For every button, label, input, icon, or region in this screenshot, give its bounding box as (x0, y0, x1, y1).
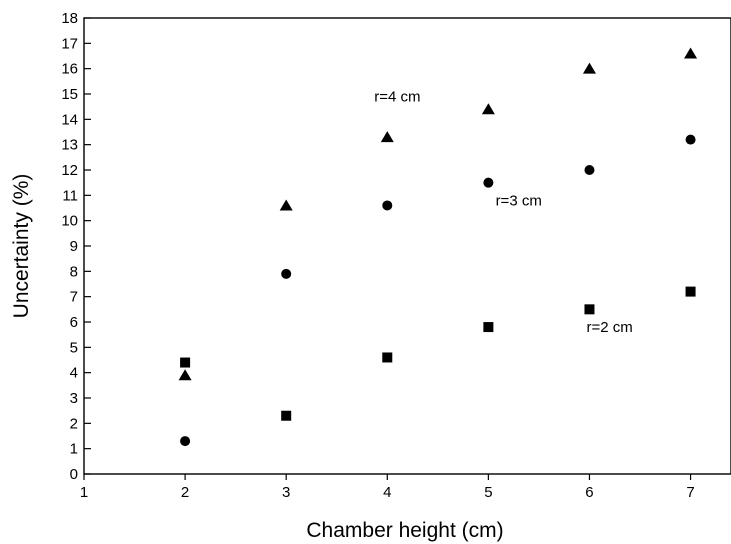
y-tick-label: 1 (70, 441, 78, 458)
y-tick-label: 0 (70, 466, 78, 483)
series-annotation: r=3 cm (496, 192, 542, 209)
y-tick-label: 12 (61, 162, 78, 179)
square-point (281, 410, 292, 421)
x-axis-title: Chamber height (cm) (306, 519, 503, 542)
y-tick-label: 18 (61, 10, 78, 27)
square-point (180, 357, 191, 368)
series-annotation: r=4 cm (374, 89, 420, 106)
x-tick-label: 3 (282, 484, 290, 501)
y-tick-label: 11 (62, 187, 78, 204)
triangle-point (684, 47, 698, 59)
series-annotation: r=2 cm (587, 319, 633, 336)
x-tick-label: 2 (181, 484, 189, 501)
y-tick-label: 7 (70, 289, 78, 306)
x-tick-label: 6 (585, 484, 593, 501)
x-tick-label: 7 (686, 484, 694, 501)
triangle-point (380, 131, 394, 143)
circle-point (483, 177, 494, 188)
y-tick-label: 14 (61, 111, 78, 128)
circle-point (382, 200, 393, 211)
y-tick-label: 17 (61, 35, 78, 52)
y-tick-label: 15 (61, 86, 78, 103)
square-point (685, 286, 696, 297)
y-tick-label: 5 (70, 339, 78, 356)
data-points (178, 47, 698, 447)
square-point (483, 322, 494, 333)
x-tick-label: 1 (80, 484, 88, 501)
square-point (382, 352, 393, 363)
plot-frame (83, 17, 731, 475)
circle-point (180, 436, 191, 447)
triangle-point (178, 369, 192, 381)
x-tick-label: 5 (484, 484, 492, 501)
y-tick-label: 3 (70, 390, 78, 407)
y-tick-label: 6 (70, 314, 78, 331)
circle-point (584, 165, 595, 175)
y-tick-label: 2 (70, 415, 78, 432)
triangle-point (582, 62, 596, 74)
y-tick-label: 13 (61, 137, 78, 154)
square-point (584, 304, 595, 315)
y-tick-label: 10 (61, 213, 78, 230)
triangle-point (279, 199, 293, 211)
y-tick-label: 8 (70, 263, 78, 280)
y-tick-label: 9 (70, 238, 78, 255)
triangle-point (481, 103, 495, 115)
y-axis-title: Uncertainty (%) (10, 174, 33, 319)
circle-point (281, 268, 292, 279)
y-tick-label: 16 (61, 61, 78, 78)
annotations: r=4 cm r=3 cm r=2 cm (374, 89, 633, 337)
x-tick-label: 4 (383, 484, 391, 501)
circle-point (685, 134, 696, 145)
y-tick-label: 4 (70, 365, 78, 382)
